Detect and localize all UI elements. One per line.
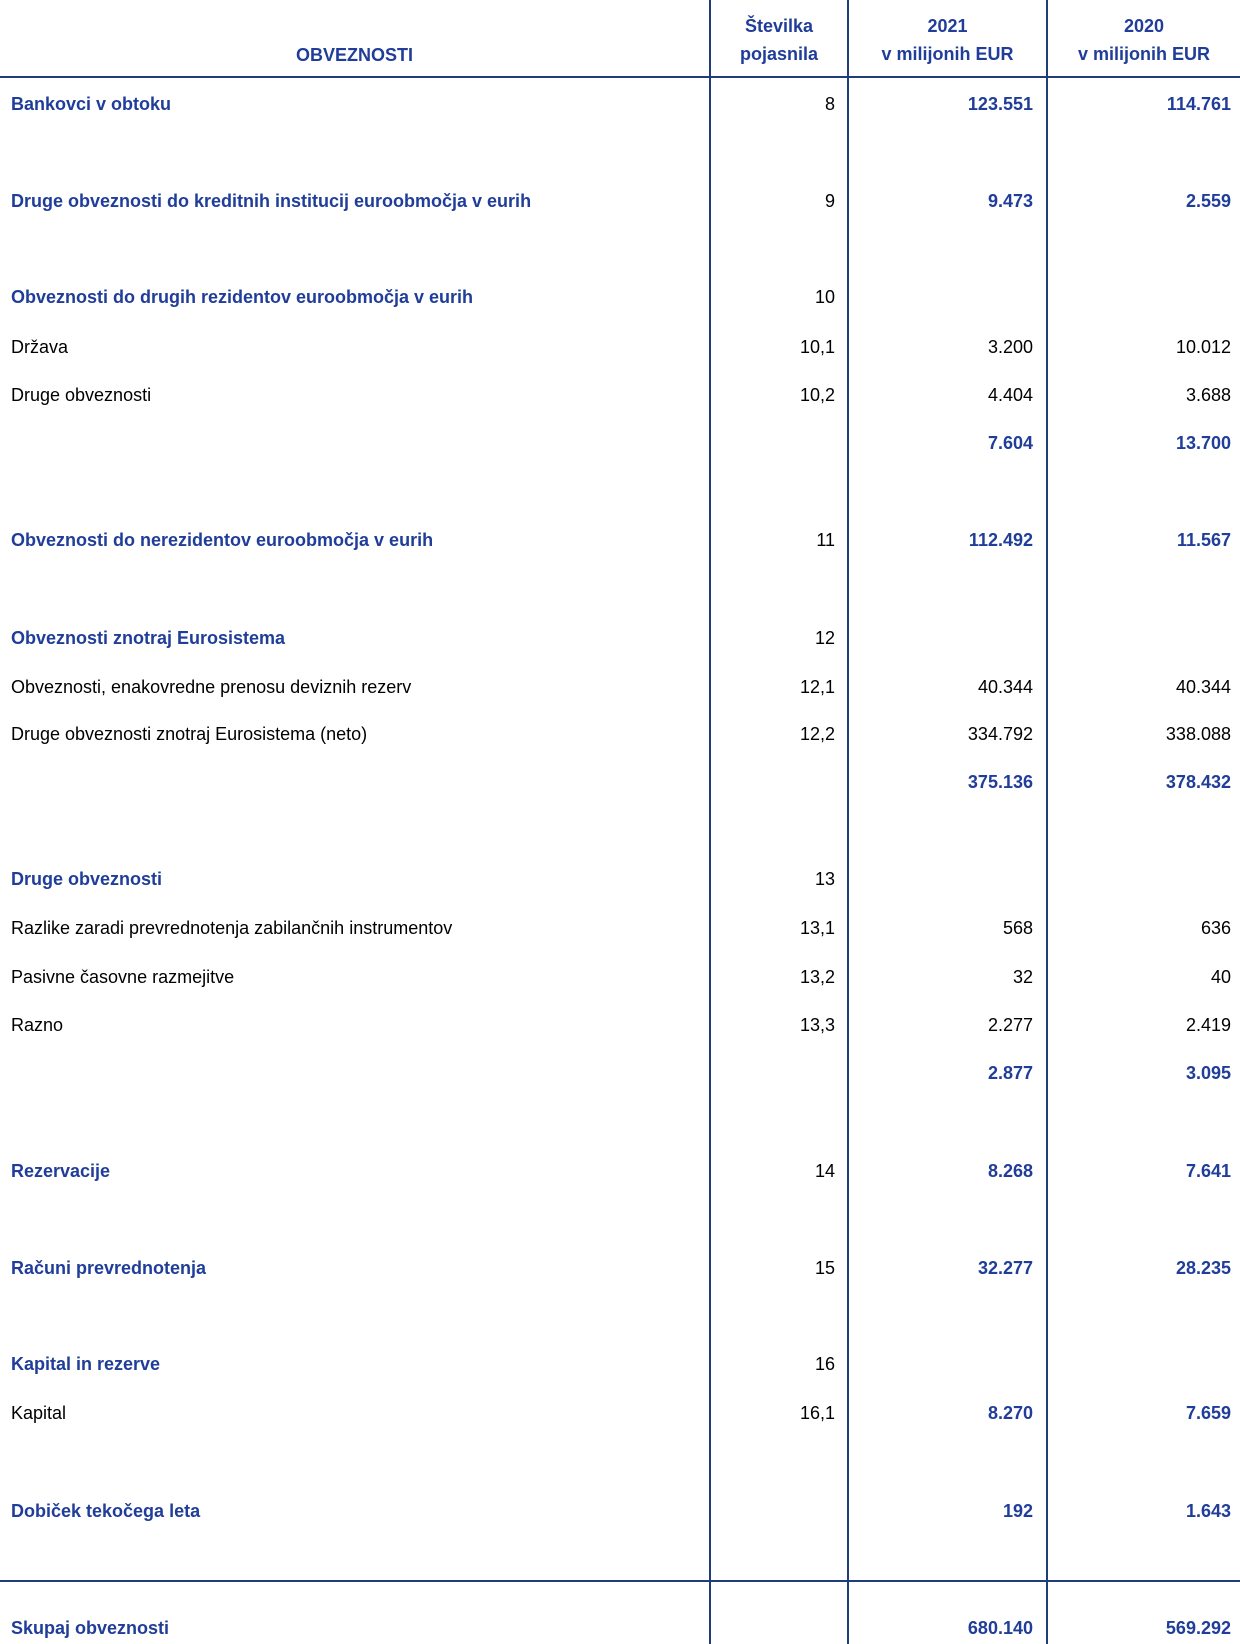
column-rule <box>847 0 849 1644</box>
amount: 11.567 <box>1176 530 1231 550</box>
amount: 32 <box>1012 967 1033 987</box>
note-number: 12,2 <box>799 724 835 744</box>
amount: 40.344 <box>1175 677 1231 697</box>
note-number: 13,2 <box>799 967 835 987</box>
note-number: 13 <box>814 869 835 889</box>
header-cell: v milijonih EUR <box>1077 44 1210 64</box>
amount: 7.604 <box>987 433 1033 453</box>
amount: 569.292 <box>1165 1618 1231 1638</box>
amount: 192 <box>1002 1501 1033 1521</box>
note-number: 13,3 <box>799 1015 835 1035</box>
row-label: Razno <box>11 1015 64 1035</box>
row-label: Obveznosti, enakovredne prenosu deviznih… <box>11 677 412 697</box>
row-label: Kapital <box>11 1403 67 1423</box>
amount: 334.792 <box>967 724 1033 744</box>
amount: 375.136 <box>967 772 1033 792</box>
amount: 338.088 <box>1165 724 1231 744</box>
amount: 32.277 <box>977 1258 1033 1278</box>
amount: 114.761 <box>1166 94 1231 114</box>
header-cell: pojasnila <box>739 44 819 64</box>
amount: 7.641 <box>1185 1161 1231 1181</box>
row-label: Računi prevrednotenja <box>11 1258 207 1278</box>
note-number: 8 <box>824 94 835 114</box>
amount: 123.551 <box>967 94 1033 114</box>
note-number: 10,1 <box>799 337 835 357</box>
amount: 13.700 <box>1175 433 1231 453</box>
amount: 8.268 <box>987 1161 1033 1181</box>
note-number: 13,1 <box>799 918 835 938</box>
amount: 680.140 <box>967 1618 1033 1638</box>
row-label: Obveznosti do drugih rezidentov euroobmo… <box>11 287 474 307</box>
row-label: Pasivne časovne razmejitve <box>11 967 235 987</box>
header-cell: OBVEZNOSTI <box>295 45 413 65</box>
amount: 2.277 <box>987 1015 1033 1035</box>
amount: 568 <box>1002 918 1033 938</box>
column-rule <box>709 0 711 1644</box>
row-label: Bankovci v obtoku <box>11 94 172 114</box>
header-cell: v milijonih EUR <box>881 44 1014 64</box>
total-rule <box>0 1580 1240 1582</box>
row-label: Obveznosti do nerezidentov euroobmočja v… <box>11 530 434 550</box>
amount: 2.419 <box>1185 1015 1231 1035</box>
amount: 378.432 <box>1165 772 1231 792</box>
note-number: 9 <box>824 191 835 211</box>
amount: 10.012 <box>1175 337 1231 357</box>
amount: 3.688 <box>1185 385 1231 405</box>
header-cell: Številka <box>744 16 814 36</box>
column-rule <box>1046 0 1048 1644</box>
amount: 3.200 <box>987 337 1033 357</box>
amount: 2.559 <box>1185 191 1231 211</box>
row-label: Kapital in rezerve <box>11 1354 161 1374</box>
note-number: 12,1 <box>799 677 835 697</box>
amount: 1.643 <box>1185 1501 1231 1521</box>
note-number: 15 <box>814 1258 835 1278</box>
row-label: Razlike zaradi prevrednotenja zabilančni… <box>11 918 453 938</box>
header-cell: 2020 <box>1123 16 1165 36</box>
amount: 636 <box>1200 918 1231 938</box>
row-label: Država <box>11 337 69 357</box>
amount: 2.877 <box>987 1063 1033 1083</box>
amount: 3.095 <box>1185 1063 1231 1083</box>
row-label: Druge obveznosti znotraj Eurosistema (ne… <box>11 724 368 744</box>
note-number: 16 <box>814 1354 835 1374</box>
amount: 4.404 <box>987 385 1033 405</box>
header-rule <box>0 76 1240 78</box>
note-number: 10 <box>814 287 835 307</box>
row-label: Rezervacije <box>11 1161 111 1181</box>
note-number: 10,2 <box>799 385 835 405</box>
row-label: Skupaj obveznosti <box>11 1618 170 1638</box>
header-cell: 2021 <box>927 16 968 36</box>
amount: 28.235 <box>1175 1258 1231 1278</box>
amount: 7.659 <box>1185 1403 1231 1423</box>
amount: 40 <box>1210 967 1231 987</box>
note-number: 16,1 <box>799 1403 835 1423</box>
amount: 112.492 <box>968 530 1033 550</box>
row-label: Druge obveznosti <box>11 869 163 889</box>
row-label: Dobiček tekočega leta <box>11 1501 201 1521</box>
row-label: Druge obveznosti <box>11 385 152 405</box>
row-label: Druge obveznosti do kreditnih institucij… <box>11 191 532 211</box>
amount: 40.344 <box>977 677 1033 697</box>
note-number: 11 <box>816 530 835 550</box>
note-number: 14 <box>814 1161 835 1181</box>
note-number: 12 <box>814 628 835 648</box>
row-label: Obveznosti znotraj Eurosistema <box>11 628 286 648</box>
amount: 9.473 <box>987 191 1033 211</box>
amount: 8.270 <box>987 1403 1033 1423</box>
